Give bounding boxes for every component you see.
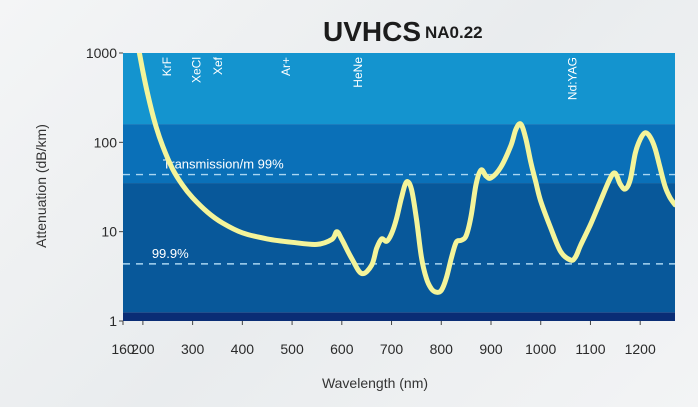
- x-tick-label-6: 700: [380, 341, 404, 357]
- x-tick-label-2: 300: [181, 341, 205, 357]
- y-tick-label-1: 10: [101, 224, 117, 240]
- series-line-0: [136, 53, 675, 295]
- chart-subtitle: NA0.22: [425, 23, 483, 42]
- x-tick-label-10: 1100: [575, 341, 605, 357]
- x-tick-label-0: 160: [111, 341, 135, 357]
- x-tick-label-8: 900: [479, 341, 503, 357]
- laser-label-2: Xef: [211, 56, 225, 75]
- x-tick-label-1: 200: [131, 341, 155, 357]
- y-tick-label-0: 1: [109, 313, 117, 329]
- x-tick-label-7: 800: [430, 341, 454, 357]
- x-tick-label-5: 600: [330, 341, 354, 357]
- band-0: [123, 312, 675, 321]
- x-tick-label-11: 1200: [625, 341, 656, 357]
- x-axis-label: Wavelength (nm): [322, 375, 428, 391]
- x-tick-label-4: 500: [280, 341, 304, 357]
- laser-label-5: Nd:YAG: [566, 57, 580, 100]
- laser-label-4: HeNe: [351, 57, 365, 88]
- band-3: [123, 53, 675, 125]
- x-tick-label-3: 400: [231, 341, 255, 357]
- y-tick-label-3: 1000: [86, 45, 117, 61]
- laser-label-3: Ar+: [279, 57, 293, 76]
- laser-label-1: XeCl: [190, 57, 204, 83]
- laser-label-0: KrF: [160, 57, 174, 76]
- chart-title: UVHCS: [323, 16, 421, 47]
- plot-area: KrF XeCl Xef Ar+ HeNe Nd:YAG Transmission/m 99…: [123, 53, 675, 321]
- reference-label-1: 99.9%: [152, 246, 189, 261]
- y-tick-label-2: 100: [94, 134, 118, 150]
- band-2: [123, 124, 675, 184]
- reference-label-0: Transmission/m 99%: [163, 157, 284, 172]
- x-tick-label-9: 1000: [525, 341, 556, 357]
- y-axis-label: Attenuation (dB/km): [33, 124, 49, 248]
